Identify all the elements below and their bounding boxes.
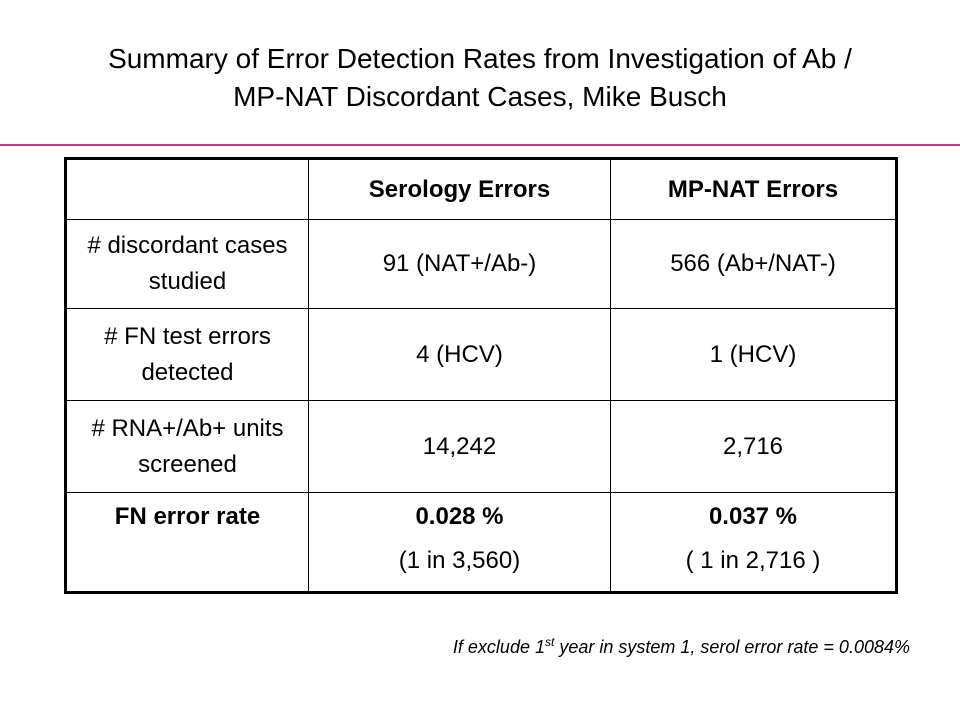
header-cell-empty <box>65 158 309 220</box>
slide-title: Summary of Error Detection Rates from In… <box>40 40 920 116</box>
row-label: # FN test errors detected <box>65 308 309 401</box>
serology-cell: 4 (HCV) <box>308 308 611 401</box>
footnote: If exclude 1st year in system 1, serol e… <box>0 630 910 659</box>
table-row: # RNA+/Ab+ units screened 14,242 2,716 <box>65 400 897 493</box>
serology-rate-ratio: (1 in 3,560) <box>398 547 521 574</box>
table-row: # FN test errors detected 4 (HCV) 1 (HCV… <box>65 308 897 401</box>
mp-nat-cell: 1 (HCV) <box>610 308 897 401</box>
serology-cell: 91 (NAT+/Ab-) <box>308 219 611 309</box>
title-line-1: Summary of Error Detection Rates from In… <box>108 43 852 74</box>
error-rates-table: Serology Errors MP-NAT Errors # discorda… <box>64 157 898 594</box>
title-divider <box>0 144 960 146</box>
header-mp-nat-errors: MP-NAT Errors <box>610 158 897 220</box>
nat-rate-percent: 0.037 % <box>708 503 798 530</box>
footnote-prefix: If exclude 1 <box>452 637 545 657</box>
header-serology-errors: Serology Errors <box>308 158 611 220</box>
footnote-suffix: year in system 1, serol error rate = 0.0… <box>554 637 910 657</box>
row-label: FN error rate <box>65 492 309 593</box>
nat-rate-ratio: ( 1 in 2,716 ) <box>685 547 821 574</box>
row-label: # RNA+/Ab+ units screened <box>65 400 309 493</box>
mp-nat-cell: 2,716 <box>610 400 897 493</box>
nat-rate-cell: 0.037 % ( 1 in 2,716 ) <box>610 492 897 593</box>
footnote-superscript: st <box>544 635 555 649</box>
fn-error-rate-row: FN error rate 0.028 % (1 in 3,560) 0.037… <box>65 492 897 593</box>
table-header-row: Serology Errors MP-NAT Errors <box>65 158 897 220</box>
serology-cell: 14,242 <box>308 400 611 493</box>
table-row: # discordant cases studied 91 (NAT+/Ab-)… <box>65 219 897 309</box>
title-line-2: MP-NAT Discordant Cases, Mike Busch <box>233 81 727 112</box>
mp-nat-cell: 566 (Ab+/NAT-) <box>610 219 897 309</box>
row-label: # discordant cases studied <box>65 219 309 309</box>
serology-rate-percent: 0.028 % <box>415 503 504 530</box>
serology-rate-cell: 0.028 % (1 in 3,560) <box>308 492 611 593</box>
